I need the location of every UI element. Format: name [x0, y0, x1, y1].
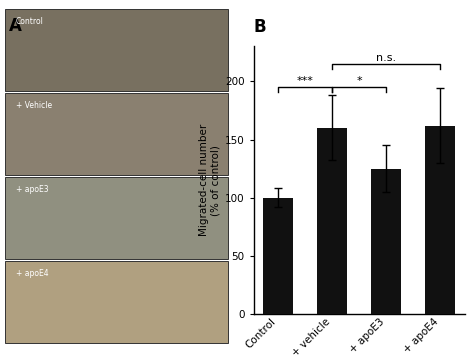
Text: A: A: [9, 17, 22, 35]
FancyBboxPatch shape: [5, 261, 228, 343]
Bar: [425, 126, 455, 314]
Bar: [263, 198, 293, 314]
Bar: [371, 169, 401, 314]
Y-axis label: Migrated-cell number
(% of control): Migrated-cell number (% of control): [199, 124, 220, 236]
Text: + Vehicle: + Vehicle: [16, 101, 52, 110]
Text: ***: ***: [297, 76, 313, 86]
Text: *: *: [356, 76, 362, 86]
Text: B: B: [254, 18, 266, 36]
Text: n.s.: n.s.: [376, 53, 396, 63]
FancyBboxPatch shape: [5, 9, 228, 91]
Text: + apoE4: + apoE4: [16, 269, 48, 278]
Text: Control: Control: [16, 17, 44, 26]
FancyBboxPatch shape: [5, 177, 228, 259]
Text: + apoE3: + apoE3: [16, 185, 48, 194]
Bar: [317, 128, 347, 314]
FancyBboxPatch shape: [5, 93, 228, 175]
